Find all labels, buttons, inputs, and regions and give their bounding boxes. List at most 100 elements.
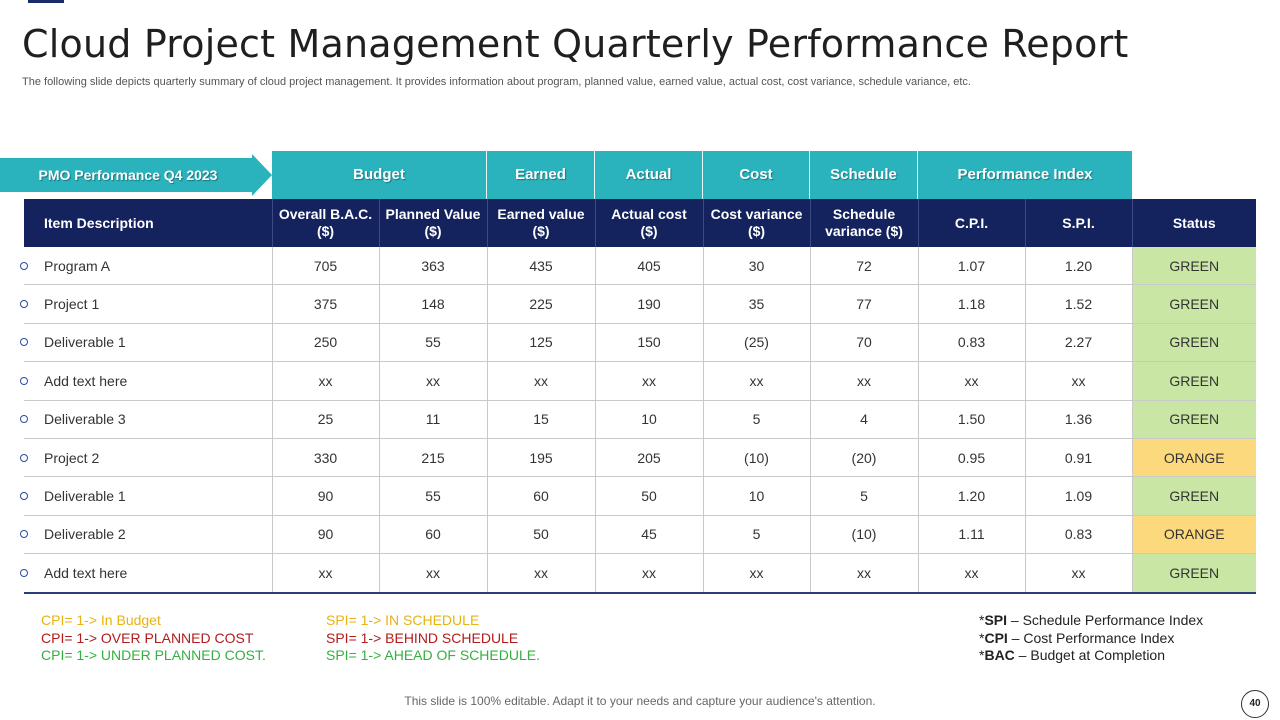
spi-legend-item: SPI= 1-> IN SCHEDULE	[326, 612, 480, 628]
cell-cv: 5	[703, 400, 811, 439]
cell-ac: 150	[595, 323, 704, 363]
column-header-row: Item Description Overall B.A.C. ($) Plann…	[24, 199, 1256, 247]
item-label: Deliverable 3	[44, 411, 126, 428]
cell-item-description: Deliverable 1	[20, 323, 273, 363]
performance-table: Item Description Overall B.A.C. ($) Plann…	[20, 199, 1256, 594]
table-body: Program A 705 363 435 405 30 72 1.07 1.20 GREEN Pr…	[20, 247, 1256, 594]
cell-bac: 375	[272, 284, 380, 324]
footer-note: This slide is 100% editable. Adapt it to…	[404, 694, 876, 708]
cell-bac: 250	[272, 323, 380, 363]
row-bullet-icon	[20, 300, 28, 309]
group-header-schedule: Schedule	[810, 151, 918, 199]
group-header-earned: Earned	[487, 151, 595, 199]
cell-pv: xx	[379, 361, 488, 401]
cell-ev: 125	[487, 323, 596, 363]
group-header-cost: Cost	[703, 151, 810, 199]
spi-legend: SPI= 1-> IN SCHEDULE SPI= 1-> BEHIND SCH…	[326, 612, 540, 665]
cell-ev: 60	[487, 476, 596, 516]
row-bullet-icon	[20, 338, 28, 347]
table-row: Add text here xx xx xx xx xx xx xx xx GREEN	[20, 361, 1256, 401]
cell-bac: 705	[272, 247, 380, 286]
cell-bac: 330	[272, 438, 380, 478]
cell-cpi: 1.50	[918, 400, 1026, 439]
cell-ev: 195	[487, 438, 596, 478]
cpi-legend-item: CPI= 1-> OVER PLANNED COST	[41, 629, 254, 646]
cell-ev: 225	[487, 284, 596, 324]
page-number-badge: 40	[1241, 690, 1269, 718]
col-header-cv-line1: Cost variance	[710, 206, 803, 222]
cell-status: ORANGE	[1132, 515, 1256, 555]
table-row: Deliverable 3 25 11 15 10 5 4 1.50 1.36 GREEN	[20, 400, 1256, 439]
cell-ac: 190	[595, 284, 704, 324]
cell-sv: (20)	[810, 438, 919, 478]
group-header-budget: Budget	[272, 151, 487, 199]
col-header-actual-cost: Actual cost ($)	[595, 199, 704, 247]
abbreviation-definitions: *SPI – Schedule Performance Index *CPI –…	[979, 612, 1203, 665]
cell-spi: 0.91	[1025, 438, 1133, 478]
cell-item-description: Add text here	[20, 553, 273, 594]
cell-spi: 1.20	[1025, 247, 1133, 286]
row-bullet-icon	[20, 530, 28, 539]
cell-cpi: 1.18	[918, 284, 1026, 324]
cell-ev: xx	[487, 553, 596, 594]
cell-bac: 90	[272, 515, 380, 555]
cell-cv: 5	[703, 515, 811, 555]
row-bullet-icon	[20, 261, 28, 270]
cell-pv: 60	[379, 515, 488, 555]
corner-accent-bar	[28, 0, 64, 3]
pmo-label: PMO Performance Q4 2023	[38, 167, 218, 183]
cell-cpi: 1.07	[918, 247, 1026, 286]
cell-item-description: Deliverable 1	[20, 476, 273, 516]
cell-item-description: Add text here	[20, 361, 273, 401]
cell-ac: 50	[595, 476, 704, 516]
table-row: Deliverable 1 250 55 125 150 (25) 70 0.83 2.27 GR…	[20, 323, 1256, 363]
item-label: Deliverable 2	[44, 526, 126, 543]
cell-sv: 77	[810, 284, 919, 324]
item-label: Deliverable 1	[44, 488, 126, 505]
table-row: Program A 705 363 435 405 30 72 1.07 1.20 GREEN	[20, 247, 1256, 286]
col-header-pv-line1: Planned Value	[385, 206, 481, 222]
cell-sv: 72	[810, 247, 919, 286]
spi-legend-item: SPI= 1-> AHEAD OF SCHEDULE.	[326, 647, 540, 663]
cell-status: GREEN	[1132, 553, 1256, 594]
col-header-cost-variance: Cost variance ($)	[703, 199, 811, 247]
cell-pv: 55	[379, 323, 488, 363]
cpi-legend-item: CPI= 1-> UNDER PLANNED COST.	[41, 647, 266, 663]
cell-item-description: Project 2	[20, 438, 273, 478]
cell-pv: 148	[379, 284, 488, 324]
cell-ac: 205	[595, 438, 704, 478]
pmo-arrow-banner: PMO Performance Q4 2023	[0, 154, 272, 196]
group-header-performance-index: Performance Index	[918, 151, 1132, 199]
cell-cv: (10)	[703, 438, 811, 478]
cell-sv: xx	[810, 553, 919, 594]
cell-spi: xx	[1025, 361, 1133, 401]
group-header-actual: Actual	[595, 151, 703, 199]
cell-spi: 1.52	[1025, 284, 1133, 324]
row-bullet-icon	[20, 415, 28, 424]
cell-cv: xx	[703, 553, 811, 594]
cell-sv: xx	[810, 361, 919, 401]
cell-ac: 405	[595, 247, 704, 286]
row-bullet-icon	[20, 376, 28, 385]
item-label: Add text here	[44, 564, 128, 581]
cell-cv: 35	[703, 284, 811, 324]
cell-ac: xx	[595, 361, 704, 401]
cell-ev: 50	[487, 515, 596, 555]
col-header-pv-line2: ($)	[424, 223, 442, 239]
cell-pv: 55	[379, 476, 488, 516]
cell-item-description: Deliverable 3	[20, 400, 273, 439]
cell-cv: (25)	[703, 323, 811, 363]
definition-abbr: BAC	[984, 647, 1015, 663]
col-header-bac-line1: Overall B.A.C.	[278, 206, 373, 222]
page-title: Cloud Project Management Quarterly Perfo…	[22, 22, 1129, 66]
definition-desc: – Budget at Completion	[1014, 647, 1166, 663]
cell-status: ORANGE	[1132, 438, 1256, 478]
cell-ev: 435	[487, 247, 596, 286]
col-header-cv-line2: ($)	[747, 223, 766, 239]
col-header-ac-line1: Actual cost	[611, 206, 687, 222]
cell-spi: 0.83	[1025, 515, 1133, 555]
item-label: Deliverable 1	[44, 334, 126, 351]
definition-spi: *SPI – Schedule Performance Index	[979, 612, 1204, 628]
cell-status: GREEN	[1132, 400, 1256, 439]
cell-pv: 215	[379, 438, 488, 478]
